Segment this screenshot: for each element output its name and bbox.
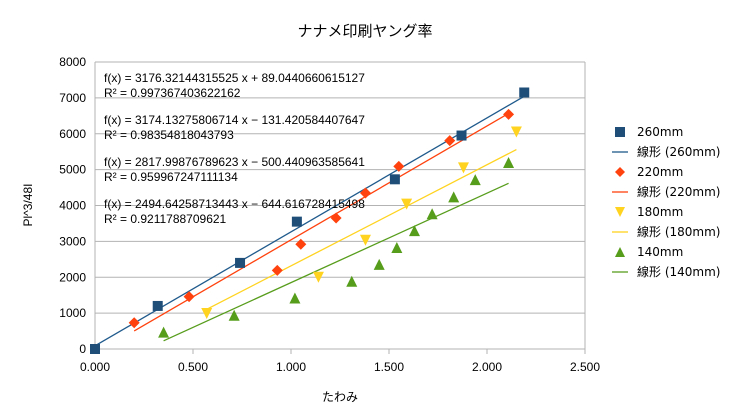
- data-point-260mm: [90, 344, 100, 354]
- data-point-140mm: [391, 241, 403, 253]
- data-point-140mm: [346, 275, 358, 287]
- data-point-220mm: [330, 212, 342, 224]
- data-point-140mm: [503, 156, 515, 168]
- legend-label: 線形 (180mm): [637, 224, 720, 239]
- data-point-220mm: [183, 291, 195, 303]
- trendline-220mm: [133, 112, 509, 332]
- y-axis-label: Pl^3/48I: [21, 184, 35, 227]
- y-tick-label: 3000: [59, 234, 86, 248]
- legend-label: 線形 (220mm): [637, 184, 720, 199]
- x-tick-label: 1.500: [374, 360, 404, 374]
- data-point-220mm: [503, 108, 515, 120]
- data-point-260mm: [152, 300, 163, 311]
- x-axis-label: たわみ: [322, 390, 358, 404]
- legend-marker-180mm: [615, 207, 625, 217]
- data-point-140mm: [469, 174, 481, 186]
- y-tick-label: 7000: [59, 91, 86, 105]
- y-tick-label: 4000: [59, 199, 86, 213]
- legend-label: 220mm: [637, 165, 683, 179]
- x-tick-label: 2.500: [570, 360, 600, 374]
- data-point-layer: [90, 87, 530, 354]
- trendline-layer: [94, 95, 525, 347]
- r-squared: R² = 0.98354818043793: [104, 128, 234, 142]
- data-point-180mm: [312, 271, 324, 283]
- data-point-180mm: [401, 198, 413, 210]
- data-point-260mm: [291, 216, 302, 227]
- data-point-140mm: [408, 225, 420, 237]
- data-point-220mm: [271, 264, 283, 276]
- axis-layer: 0 1000 2000 3000 4000 5000 6000 7000 8000 0.000 0.…: [59, 55, 600, 374]
- data-point-140mm: [426, 208, 438, 220]
- data-point-220mm: [359, 187, 371, 199]
- data-point-260mm: [235, 257, 246, 268]
- y-tick-label: 2000: [59, 270, 86, 284]
- x-tick-label: 1.000: [276, 360, 306, 374]
- x-tick-label: 2.000: [472, 360, 502, 374]
- data-point-220mm: [393, 160, 405, 172]
- trendline-260mm: [94, 95, 525, 347]
- y-tick-label: 0: [79, 342, 86, 356]
- data-point-220mm: [444, 135, 456, 147]
- data-point-260mm: [389, 174, 400, 185]
- r-squared: R² = 0.997367403622162: [104, 86, 241, 100]
- fit-equation: f(x) = 2817.99876789623 x − 500.44096358…: [104, 155, 365, 169]
- fit-equation: f(x) = 3174.13275806714 x − 131.42058440…: [104, 113, 365, 127]
- data-point-140mm: [448, 191, 460, 203]
- data-point-220mm: [295, 238, 307, 250]
- data-point-180mm: [201, 307, 213, 319]
- data-point-140mm: [228, 309, 240, 321]
- data-point-140mm: [289, 292, 301, 304]
- data-point-220mm: [128, 317, 140, 329]
- legend: 260mm 線形 (260mm) 220mm 線形 (220mm) 180mm 線形 (1…: [612, 125, 720, 279]
- data-point-180mm: [359, 234, 371, 246]
- legend-label: 線形 (260mm): [637, 144, 720, 159]
- legend-label: 260mm: [637, 125, 683, 139]
- legend-marker-140mm: [615, 247, 625, 257]
- data-point-180mm: [457, 162, 469, 174]
- legend-label: 140mm: [637, 245, 683, 259]
- legend-marker-220mm: [615, 167, 625, 177]
- data-point-260mm: [456, 130, 467, 141]
- fit-equation: f(x) = 3176.32144315525 x + 89.044066061…: [104, 71, 365, 85]
- data-point-140mm: [373, 258, 385, 270]
- r-squared: R² = 0.959967247111134: [104, 170, 238, 184]
- y-tick-label: 5000: [59, 163, 86, 177]
- data-point-260mm: [519, 87, 530, 98]
- data-point-140mm: [158, 326, 170, 338]
- chart-title: ナナメ印刷ヤング率: [297, 22, 432, 40]
- fit-equation: f(x) = 2494.64258713443 x − 644.61672841…: [104, 197, 365, 211]
- y-tick-label: 6000: [59, 127, 86, 141]
- equation-annotations: f(x) = 3176.32144315525 x + 89.044066061…: [104, 71, 365, 226]
- legend-marker-260mm: [615, 127, 625, 137]
- x-tick-label: 0.500: [178, 360, 208, 374]
- grid-layer: [94, 61, 586, 354]
- data-point-180mm: [510, 126, 522, 138]
- y-tick-label: 8000: [59, 55, 86, 69]
- legend-label: 線形 (140mm): [637, 264, 720, 279]
- r-squared: R² = 0.9211788709621: [104, 212, 227, 226]
- x-tick-label: 0.000: [80, 360, 110, 374]
- trendline-140mm: [163, 182, 509, 342]
- trendline-180mm: [206, 149, 517, 310]
- legend-label: 180mm: [637, 205, 683, 219]
- y-tick-label: 1000: [59, 306, 86, 320]
